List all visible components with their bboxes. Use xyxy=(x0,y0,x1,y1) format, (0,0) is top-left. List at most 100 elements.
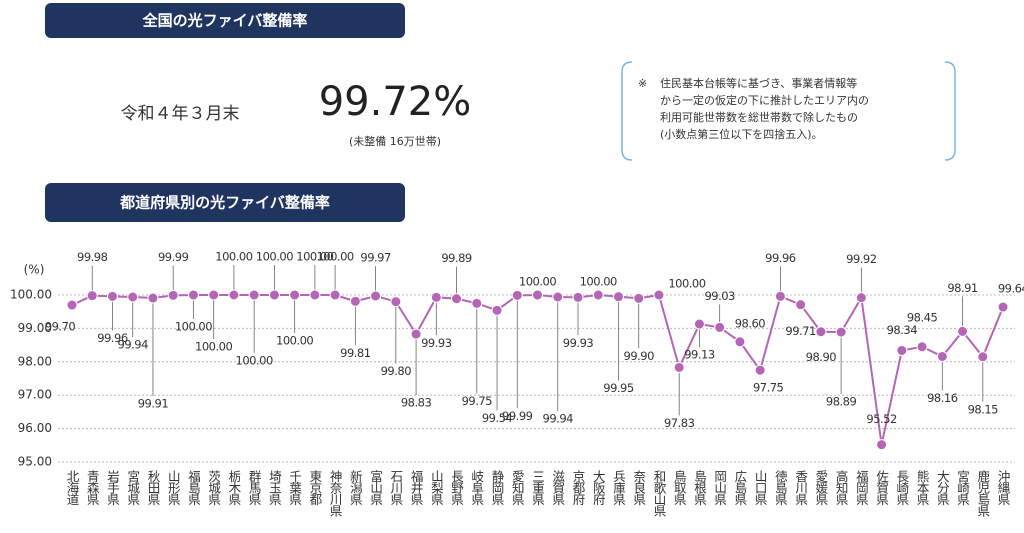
data-label: 99.03 xyxy=(704,289,735,303)
marker xyxy=(208,289,220,301)
marker xyxy=(248,289,260,301)
data-label: 98.89 xyxy=(826,395,857,409)
data-label: 100.00 xyxy=(519,275,556,289)
x-tick-label: 愛媛県 xyxy=(813,470,828,505)
data-label: 100.00 xyxy=(256,250,293,264)
marker xyxy=(815,326,827,338)
data-label: 98.34 xyxy=(887,323,918,337)
x-tick-label: 大阪府 xyxy=(591,470,606,505)
chart-title: 都道府県別の光ファイバ整備率 xyxy=(119,194,330,212)
x-tick-label: 福島県 xyxy=(186,469,201,505)
x-tick-label: 徳島県 xyxy=(773,469,788,505)
note-line: 利用可能世帯数を総世帯数で除したもの xyxy=(660,110,858,124)
y-tick-label: 96.00 xyxy=(18,421,52,435)
x-tick-label: 福岡県 xyxy=(854,469,869,505)
x-tick-label: 群馬県 xyxy=(247,470,262,505)
marker xyxy=(612,291,624,303)
x-tick-label: 山梨県 xyxy=(429,470,444,505)
x-tick-label: 岡山県 xyxy=(712,470,727,505)
x-tick-label: 東京都 xyxy=(307,470,322,505)
marker xyxy=(329,289,341,301)
marker xyxy=(572,291,584,303)
data-label: 99.91 xyxy=(138,397,169,411)
x-tick-label: 三重県 xyxy=(530,470,545,505)
x-tick-label: 神奈川県 xyxy=(328,470,343,517)
x-tick-label: 山口県 xyxy=(753,470,768,505)
data-label: 99.64 xyxy=(998,282,1024,296)
marker xyxy=(693,318,705,330)
data-label: 99.97 xyxy=(360,251,391,265)
data-label: 100.00 xyxy=(316,250,353,264)
y-tick-label: 95.00 xyxy=(18,455,52,469)
x-tick-label: 鹿児島県 xyxy=(975,469,990,517)
data-label: 100.00 xyxy=(215,250,252,264)
data-label: 99.80 xyxy=(381,364,412,378)
marker xyxy=(977,351,989,363)
marker xyxy=(592,289,604,301)
note-line: から一定の仮定の下に推計したエリア内の xyxy=(660,93,869,107)
x-tick-label: 愛知県 xyxy=(510,470,525,505)
data-label: 99.96 xyxy=(765,251,796,265)
date: 令和４年３月末 xyxy=(121,104,240,124)
marker xyxy=(228,289,240,301)
data-label: 99.54 xyxy=(482,411,513,425)
data-label: 99.93 xyxy=(563,336,594,350)
x-tick-label: 高知県 xyxy=(834,469,849,505)
x-tick-label: 北海道 xyxy=(65,470,80,505)
chart-title-bar xyxy=(45,183,405,222)
data-label: 100.00 xyxy=(580,275,617,289)
marker xyxy=(471,297,483,309)
marker xyxy=(430,291,442,303)
data-label: 99.98 xyxy=(77,250,108,264)
marker xyxy=(876,439,888,451)
x-tick-label: 福井県 xyxy=(409,469,424,505)
x-tick-label: 京都府 xyxy=(571,470,586,505)
data-label: 98.15 xyxy=(968,402,999,416)
x-tick-label: 沖縄県 xyxy=(996,470,1011,505)
data-label: 99.90 xyxy=(624,349,655,363)
x-tick-label: 石川県 xyxy=(388,470,403,505)
x-tick-label: 新潟県 xyxy=(348,469,363,505)
x-tick-label: 奈良県 xyxy=(631,470,646,505)
x-tick-label: 富山県 xyxy=(368,469,383,505)
data-label: 99.71 xyxy=(785,324,816,338)
marker xyxy=(491,304,503,316)
marker xyxy=(936,350,948,362)
y-tick-label: 100.00 xyxy=(10,288,52,302)
data-label: 99.95 xyxy=(603,381,634,395)
note-line: (小数点第三位以下を四捨五入)。 xyxy=(660,127,823,141)
marker xyxy=(390,296,402,308)
x-tick-label: 栃木県 xyxy=(226,470,241,505)
data-label: 99.13 xyxy=(684,348,715,362)
x-tick-label: 島根県 xyxy=(692,469,707,505)
marker xyxy=(147,292,159,304)
rate: 99.72% xyxy=(319,79,472,125)
marker xyxy=(855,292,867,304)
data-label: 100.00 xyxy=(236,354,273,368)
marker xyxy=(127,291,139,303)
marker xyxy=(289,289,301,301)
data-label: 100.00 xyxy=(668,277,705,291)
marker xyxy=(754,364,766,376)
x-tick-label: 岐阜県 xyxy=(469,470,484,505)
x-tick-label: 滋賀県 xyxy=(550,469,565,505)
data-label: 100.00 xyxy=(296,250,333,264)
y-tick-label: 97.00 xyxy=(18,388,52,402)
header-title: 全国の光ファイバ整備率 xyxy=(142,12,308,30)
data-label: 98.90 xyxy=(806,350,837,364)
marker xyxy=(309,289,321,301)
data-label: 98.83 xyxy=(401,396,432,410)
x-tick-label: 茨城県 xyxy=(206,470,221,505)
data-label: 98.45 xyxy=(907,310,938,324)
data-label: 100.00 xyxy=(175,320,212,334)
data-label: 98.60 xyxy=(735,316,766,330)
marker xyxy=(957,325,969,337)
marker xyxy=(532,289,544,301)
marker xyxy=(268,289,280,301)
x-tick-label: 佐賀県 xyxy=(874,470,889,505)
marker xyxy=(370,290,382,302)
data-label: 99.89 xyxy=(441,251,472,265)
data-label: 99.93 xyxy=(421,336,452,350)
